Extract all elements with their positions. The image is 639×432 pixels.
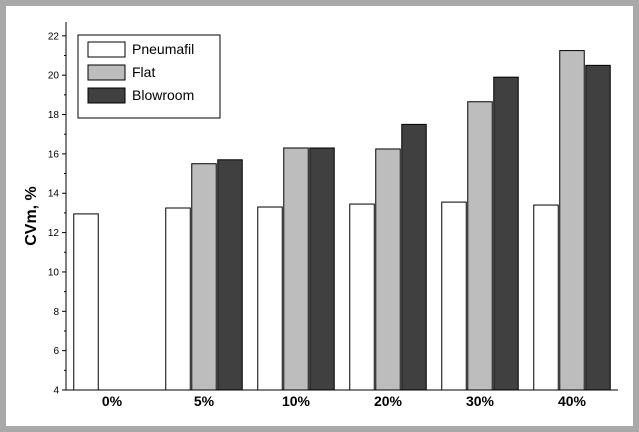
bar-pneumafil-10pct: [257, 206, 283, 391]
y-axis-label: CVm, %: [23, 186, 40, 246]
x-tick-label: 5%: [194, 393, 215, 409]
y-tick-label: 22: [48, 31, 60, 42]
bar-blowroom-30pct: [493, 76, 519, 391]
y-tick-label: 14: [48, 189, 60, 200]
bar-blowroom-5pct: [217, 159, 243, 391]
x-tick-label: 20%: [374, 393, 403, 409]
legend-swatch-flat: [87, 64, 126, 81]
y-tick-label: 16: [48, 149, 60, 160]
bar-flat-20pct: [375, 148, 401, 391]
y-axis-tick-labels: 4 6 8 10 12 14 16 18 20 22: [48, 31, 60, 396]
bar-pneumafil-40pct: [533, 204, 559, 391]
bar-pneumafil-0pct: [73, 213, 99, 391]
y-tick-label: 12: [48, 228, 60, 239]
legend: Pneumafil Flat Blowroom: [77, 34, 221, 119]
x-tick-label: 10%: [282, 393, 311, 409]
bar-flat-40pct: [559, 50, 585, 391]
legend-label-blowroom: Blowroom: [132, 87, 194, 103]
y-tick-label: 18: [48, 110, 60, 121]
x-tick-label: 40%: [558, 393, 587, 409]
x-tick-label: 0%: [102, 393, 123, 409]
y-tick-label: 20: [48, 71, 60, 82]
legend-swatch-blowroom: [87, 87, 126, 104]
bar-flat-30pct: [467, 101, 493, 391]
bar-pneumafil-5pct: [165, 207, 191, 391]
bar-pneumafil-30pct: [441, 201, 467, 391]
x-tick-label: 30%: [466, 393, 495, 409]
y-tick-label: 8: [53, 307, 59, 318]
bar-blowroom-10pct: [309, 147, 335, 391]
axes: [62, 22, 618, 391]
bar-flat-10pct: [283, 147, 309, 391]
x-axis-tick-labels: 0% 5% 10% 20% 30% 40%: [102, 393, 587, 409]
legend-label-pneumafil: Pneumafil: [132, 41, 194, 57]
y-tick-label: 10: [48, 267, 60, 278]
bars: [73, 50, 611, 391]
y-tick-label: 6: [53, 346, 59, 357]
bar-blowroom-40pct: [585, 64, 611, 391]
bar-pneumafil-20pct: [349, 203, 375, 391]
bar-blowroom-20pct: [401, 123, 427, 391]
legend-swatch-pneumafil: [87, 41, 126, 58]
legend-label-flat: Flat: [132, 64, 155, 80]
y-tick-label: 4: [53, 386, 59, 397]
bar-flat-5pct: [191, 163, 217, 391]
